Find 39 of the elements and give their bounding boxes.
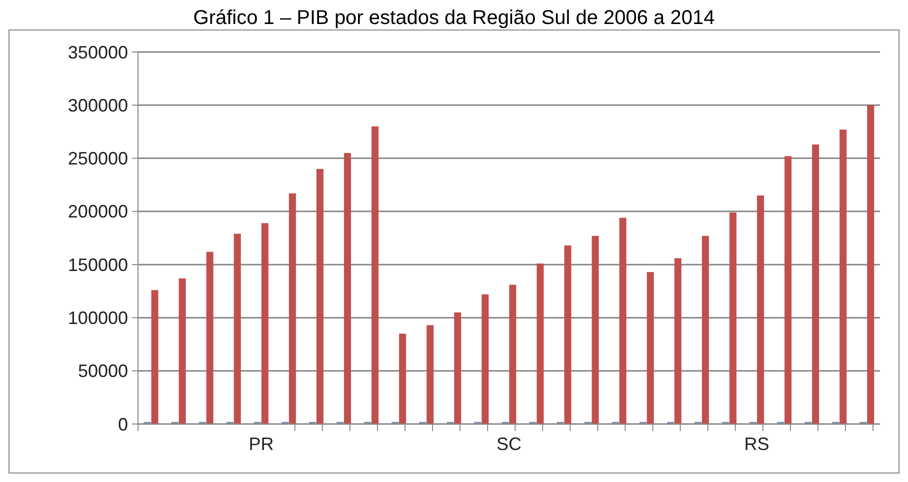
- bar: [840, 130, 847, 424]
- bar: [536, 264, 544, 424]
- bar: [564, 245, 572, 424]
- bar: [756, 195, 764, 424]
- y-tick-label: 350000: [68, 42, 128, 62]
- bar: [674, 258, 682, 424]
- bar: [784, 156, 792, 424]
- bar: [151, 290, 158, 424]
- bar: [206, 252, 214, 424]
- y-tick-label: 200000: [68, 202, 128, 222]
- bar: [702, 236, 709, 424]
- bar: [372, 126, 379, 424]
- bar: [619, 218, 626, 424]
- bar: [426, 325, 434, 424]
- bar: [316, 168, 324, 424]
- bar: [592, 236, 599, 424]
- bar: [867, 105, 874, 424]
- text: RS: [744, 434, 770, 454]
- y-tick-label: 50000: [78, 361, 128, 382]
- y-tick-label: 100000: [68, 308, 128, 328]
- bar: [178, 278, 186, 424]
- y-tick-label: 250000: [68, 148, 128, 169]
- bar: [261, 223, 268, 424]
- bar: [646, 272, 654, 424]
- bar: [344, 152, 352, 424]
- y-tick-label: 150000: [68, 254, 128, 275]
- text: SC: [496, 434, 522, 454]
- bar: [509, 284, 516, 424]
- bar: [482, 294, 489, 424]
- bar: [288, 193, 296, 424]
- y-tick-label: 0: [118, 414, 128, 434]
- bar: [454, 312, 462, 424]
- bar: [399, 334, 406, 424]
- y-tick-label: 300000: [68, 95, 128, 116]
- bar: [234, 234, 241, 424]
- bar: [812, 144, 820, 424]
- chart-title: Gráfico 1 – PIB por estados da Região Sul de 2006 a 2014: [193, 7, 715, 29]
- text: PR: [248, 434, 274, 454]
- bar: [729, 212, 736, 424]
